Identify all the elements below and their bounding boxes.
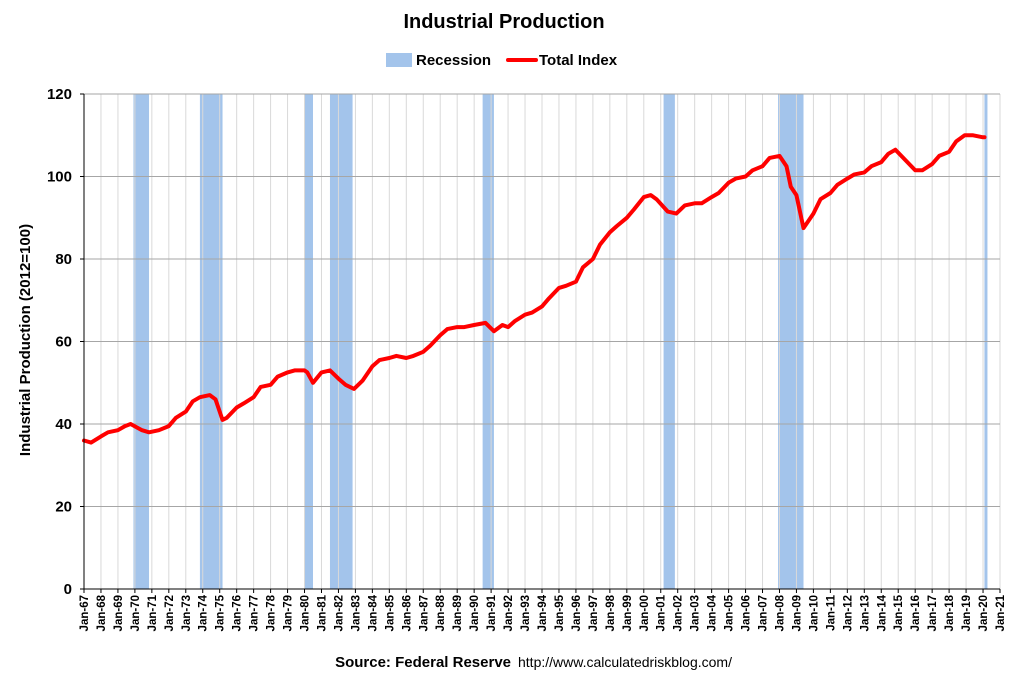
x-tick-label: Jan-01 (656, 594, 668, 631)
y-tick-label: 80 (55, 251, 72, 268)
x-tick-label: Jan-16 (910, 595, 922, 631)
y-axis-label: Industrial Production (2012=100) (17, 224, 34, 456)
x-tick-label: Jan-67 (79, 595, 91, 631)
x-tick-label: Jan-07 (758, 595, 770, 631)
x-tick-label: Jan-76 (232, 595, 244, 631)
x-tick-label: Jan-86 (401, 595, 413, 631)
x-tick-label: Jan-73 (181, 595, 193, 631)
x-tick-label: Jan-83 (350, 595, 362, 631)
x-tick-labels: Jan-67 Jan-68 Jan-69 Jan-70 Jan-71 Jan-72 Jan-… (79, 594, 1007, 631)
x-tick-label: Jan-97 (588, 595, 600, 631)
x-tick-label: Jan-06 (741, 595, 753, 631)
x-tick-label: Jan-82 (333, 595, 345, 631)
legend: Recession Total Index (386, 52, 618, 69)
x-tick-label: Jan-85 (384, 594, 396, 631)
x-tick-label: Jan-11 (825, 594, 837, 630)
x-tick-label: Jan-96 (571, 595, 583, 631)
x-tick-label: Jan-19 (961, 595, 973, 631)
x-tick-label: Jan-71 (147, 594, 159, 631)
x-tick-label: Jan-68 (96, 594, 108, 631)
x-tick-label: Jan-02 (673, 595, 685, 631)
legend-total-index-label: Total Index (539, 52, 618, 69)
x-tick-label: Jan-13 (859, 595, 871, 631)
x-tick-label: Jan-89 (452, 595, 464, 631)
x-tick-label: Jan-80 (300, 595, 312, 631)
y-tick-label: 120 (47, 86, 72, 103)
x-tick-label: Jan-93 (520, 595, 532, 631)
x-tick-label: Jan-09 (791, 595, 803, 631)
x-tick-label: Jan-98 (605, 594, 617, 631)
x-tick-label: Jan-79 (283, 595, 295, 631)
x-tick-label: Jan-21 (995, 594, 1007, 631)
y-tick-label: 60 (55, 334, 72, 351)
x-tick-label: Jan-70 (130, 595, 142, 631)
x-tick-label: Jan-15 (893, 594, 905, 631)
x-tick-label: Jan-18 (944, 594, 956, 631)
x-tick-label: Jan-00 (639, 595, 651, 631)
axes (80, 93, 1001, 593)
x-tick-label: Jan-74 (198, 594, 210, 631)
x-tick-label: Jan-05 (724, 594, 736, 631)
x-tick-label: Jan-04 (707, 594, 719, 631)
legend-recession-label: Recession (416, 52, 491, 69)
series-line-total-index (82, 133, 987, 445)
y-tick-label: 100 (47, 169, 72, 186)
x-tick-label: Jan-84 (367, 594, 379, 631)
x-tick-label: Jan-99 (622, 595, 634, 631)
x-tick-label: Jan-95 (554, 594, 566, 631)
x-tick-label: Jan-92 (503, 595, 515, 631)
source-url: http://www.calculatedriskblog.com/ (518, 654, 732, 670)
x-tick-label: Jan-88 (435, 594, 447, 631)
series-total-index (82, 133, 987, 445)
x-tick-label: Jan-91 (486, 594, 498, 631)
chart-title: Industrial Production (403, 11, 604, 33)
x-tick-label: Jan-10 (808, 595, 820, 631)
x-tick-label: Jan-75 (215, 594, 227, 631)
x-tick-label: Jan-90 (469, 595, 481, 631)
x-tick-label: Jan-08 (774, 594, 786, 631)
x-tick-label: Jan-72 (164, 595, 176, 631)
x-tick-label: Jan-03 (690, 595, 702, 631)
x-tick-label: Jan-94 (537, 594, 549, 631)
y-tick-label: 40 (55, 416, 72, 433)
legend-recession-swatch (386, 53, 412, 67)
x-tick-label: Jan-12 (842, 595, 854, 631)
x-tick-label: Jan-78 (266, 594, 278, 631)
x-tick-label: Jan-87 (418, 595, 430, 631)
x-tick-label: Jan-69 (113, 595, 125, 631)
x-tick-label: Jan-77 (249, 595, 261, 631)
source-label: Source: Federal Reserve (335, 654, 511, 671)
x-tick-label: Jan-20 (978, 595, 990, 631)
x-tick-label: Jan-17 (927, 595, 939, 631)
y-tick-label: 0 (64, 581, 72, 598)
y-tick-labels: 0 20 40 60 80 100 120 (47, 86, 72, 598)
x-tick-label: Jan-81 (316, 594, 328, 631)
y-tick-label: 20 (55, 499, 72, 516)
x-tick-label: Jan-14 (876, 594, 888, 631)
